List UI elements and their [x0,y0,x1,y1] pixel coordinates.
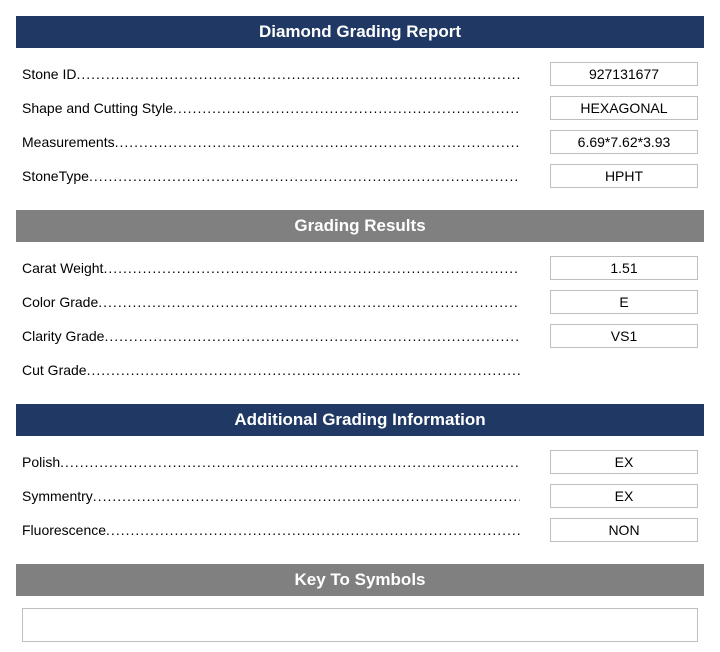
value-cut [550,358,698,382]
section-header-report: Diamond Grading Report [16,16,704,48]
label-shape: Shape and Cutting Style [22,100,520,116]
value-carat: 1.51 [550,256,698,280]
row-measurements: Measurements 6.69*7.62*3.93 [22,130,698,154]
label-clarity: Clarity Grade [22,328,520,344]
label-carat: Carat Weight [22,260,520,276]
row-carat: Carat Weight 1.51 [22,256,698,280]
value-shape: HEXAGONAL [550,96,698,120]
value-color: E [550,290,698,314]
row-symmetry: Symmentry EX [22,484,698,508]
section-header-symbols: Key To Symbols [16,564,704,596]
row-fluorescence: Fluorescence NON [22,518,698,542]
value-stone-id: 927131677 [550,62,698,86]
row-color: Color Grade E [22,290,698,314]
label-cut: Cut Grade [22,362,520,378]
row-stonetype: StoneType HPHT [22,164,698,188]
row-stone-id: Stone ID 927131677 [22,62,698,86]
label-stone-id: Stone ID [22,66,520,82]
label-symmetry: Symmentry [22,488,520,504]
row-clarity: Clarity Grade VS1 [22,324,698,348]
label-color: Color Grade [22,294,520,310]
row-shape: Shape and Cutting Style HEXAGONAL [22,96,698,120]
value-polish: EX [550,450,698,474]
section-header-additional: Additional Grading Information [16,404,704,436]
value-symmetry: EX [550,484,698,508]
label-measurements: Measurements [22,134,520,150]
row-cut: Cut Grade [22,358,698,382]
report-rows: Stone ID 927131677 Shape and Cutting Sty… [16,48,704,204]
value-clarity: VS1 [550,324,698,348]
value-fluorescence: NON [550,518,698,542]
grading-rows: Carat Weight 1.51 Color Grade E Clarity … [16,242,704,398]
report-container: Diamond Grading Report Stone ID 92713167… [0,0,720,652]
label-fluorescence: Fluorescence [22,522,520,538]
label-stonetype: StoneType [22,168,520,184]
value-stonetype: HPHT [550,164,698,188]
row-polish: Polish EX [22,450,698,474]
value-measurements: 6.69*7.62*3.93 [550,130,698,154]
additional-rows: Polish EX Symmentry EX Fluorescence NON [16,436,704,558]
section-header-grading: Grading Results [16,210,704,242]
symbols-box [22,608,698,642]
label-polish: Polish [22,454,520,470]
